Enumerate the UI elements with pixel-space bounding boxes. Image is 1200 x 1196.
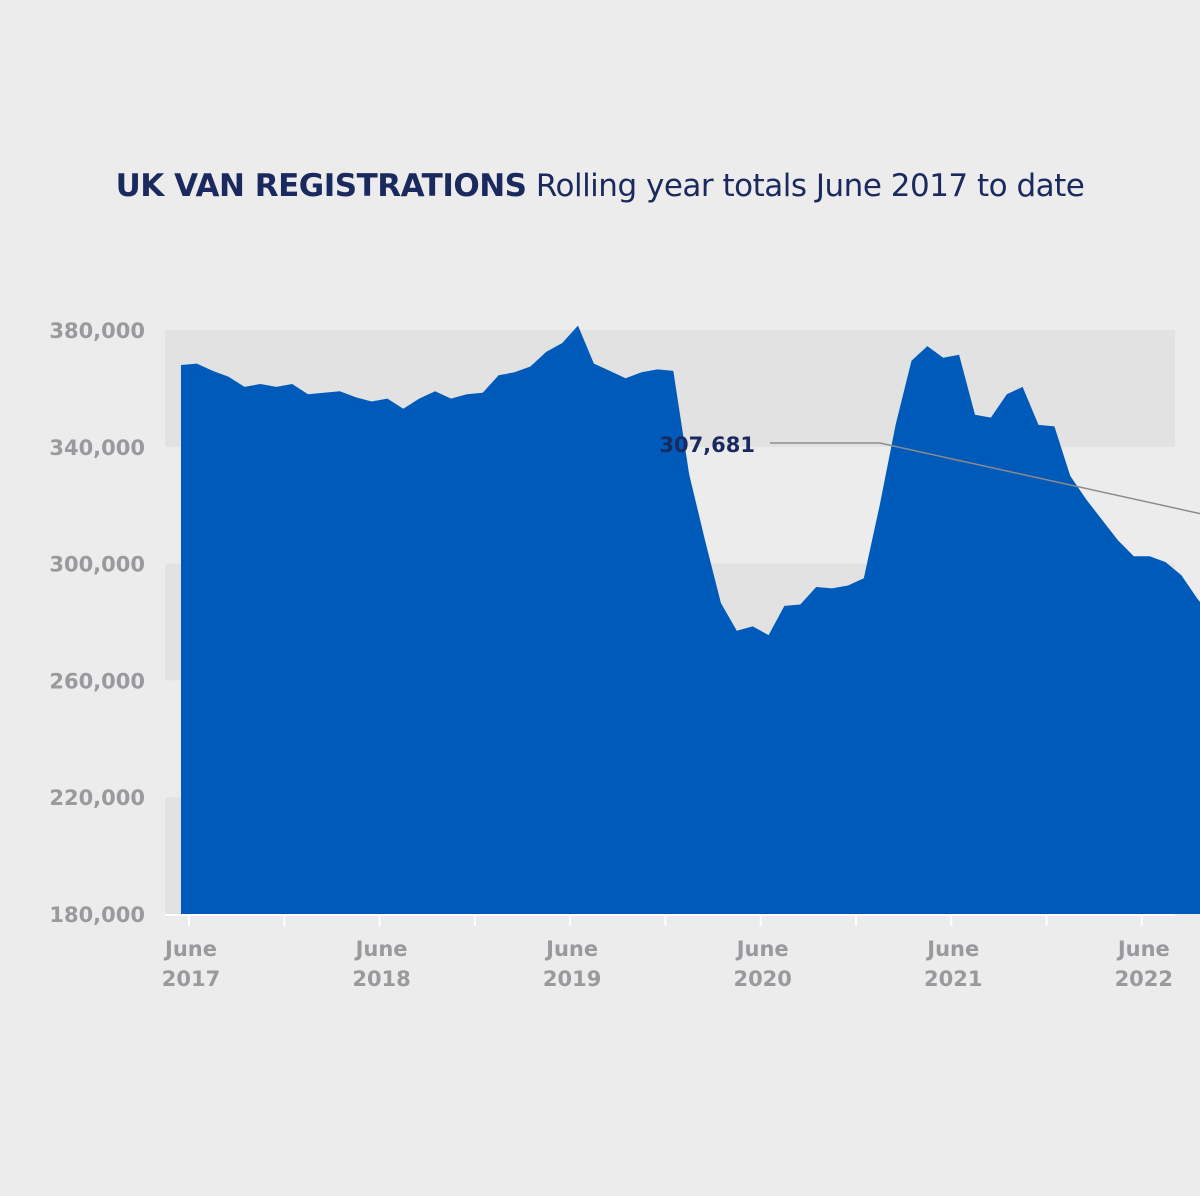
y-tick-label: 220,000 [49,786,145,810]
x-tick-label: 2018 [352,967,410,991]
x-tick-label: June [735,937,789,961]
x-tick-label: June [1116,937,1170,961]
chart-title: UK VAN REGISTRATIONS Rolling year totals… [0,168,1200,204]
y-tick-label: 380,000 [49,319,145,343]
x-tick-label: 2022 [1115,967,1173,991]
chart-subtitle: Rolling year totals June 2017 to date [535,168,1085,204]
x-tick-label: June [544,937,598,961]
x-tick-label: 2017 [162,967,220,991]
x-tick-label: June [163,937,217,961]
x-tick-label: June [925,937,979,961]
y-tick-label: 300,000 [49,553,145,577]
x-tick-label: 2019 [543,967,601,991]
x-tick-label: 2020 [733,967,791,991]
x-tick-label: June [354,937,408,961]
x-tick-label: 2021 [924,967,982,991]
y-tick-label: 260,000 [49,669,145,693]
y-tick-label: 340,000 [49,436,145,460]
annotation-label: 307,681 [659,433,755,457]
chart-title-main: UK VAN REGISTRATIONS [115,168,527,204]
series-area [181,325,1200,914]
y-tick-label: 180,000 [49,903,145,927]
annotation-leader-line [770,442,1200,515]
